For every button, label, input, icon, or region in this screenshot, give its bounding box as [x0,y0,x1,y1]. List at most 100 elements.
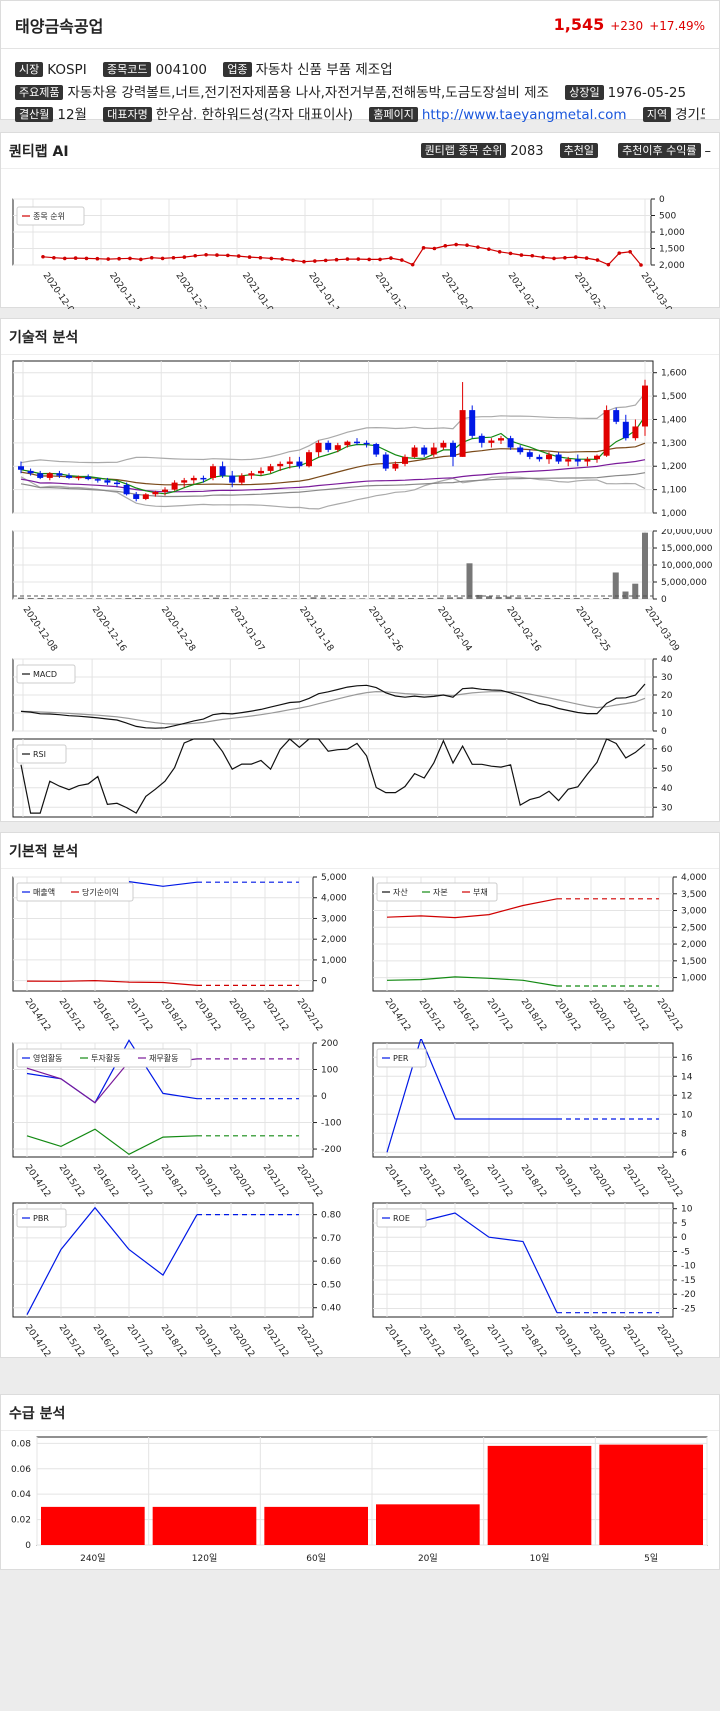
volume-bar [388,597,395,599]
supply-title: 수급 분석 [9,1405,66,1422]
candle-body [229,475,236,483]
volume-bar [408,597,414,599]
x-tick-label: 2021-03-09 [639,271,677,309]
y-tick-label: 1,100 [661,486,687,496]
y-tick-label: -100 [321,1119,342,1129]
volume-bar [495,596,502,599]
rank-point [193,253,198,258]
candle-body [469,410,476,436]
candle-body [459,410,466,457]
series-line [26,1206,198,1315]
candle-body [18,466,24,470]
volume-bar [57,598,63,599]
listed-value: 1976-05-25 [607,84,687,101]
asset-chart: 1,000 1,500 2,000 2,500 3,000 3,500 4,000 자산 자본 부… [372,873,707,1033]
candle-body [162,489,168,492]
rank-point [378,257,382,262]
x-tick-label: 2019/12 [193,997,223,1033]
x-tick-label: 20일 [418,1553,438,1564]
x-tick-label: 2020-12-16 [90,605,128,651]
legend-box [16,206,85,226]
candle-body [546,454,552,460]
x-tick-label: 2017/12 [485,1163,515,1199]
candle-body [238,475,245,483]
code-value: 004100 [155,62,208,78]
rank-point [171,255,176,260]
volume-bar [544,597,551,599]
x-tick-label: 2018/12 [159,997,189,1033]
rank-point [595,258,600,262]
y-tick-label: -5 [681,1247,690,1257]
fundamental-card: 기본적 분석 0 1,000 2,000 3,000 4,000 5,000 매출액 당기순이… [0,832,720,1359]
fiscal-badge: 결산월 [15,107,54,122]
x-tick-label: 2020/12 [227,1163,257,1199]
x-tick-label: 2021/12 [621,1163,651,1199]
y-tick-label: 15,000,000 [661,544,713,554]
volume-bar [27,597,34,599]
volume-bar [76,598,83,599]
rank-point [486,247,491,251]
legend-label: MACD [33,670,57,679]
rank-point [334,257,339,262]
volume-bar [144,598,151,599]
legend-label: 투자활동 [91,1053,120,1063]
series-line [420,1212,558,1313]
candle-body [75,476,82,479]
legend-label: 자산 [393,887,408,897]
y-tick-label: 0 [681,1233,687,1243]
volume-bar [300,597,307,599]
region-value: 경기도 [675,107,705,123]
rank-point [628,250,632,254]
candle-body [334,445,341,450]
rank-point [345,257,350,261]
candle-body [488,440,495,443]
candle-body [296,461,303,467]
homepage-link[interactable]: http://www.taeyangmetal.com [421,107,627,123]
candle-body [421,447,428,455]
volume-bar [515,597,522,599]
volume-bar [534,597,541,599]
volume-bar [378,597,385,599]
candle-body [517,447,524,453]
rank-line [42,243,642,266]
x-tick-label: 2020-12-16 [107,271,145,309]
legend-label: ROE [393,1214,410,1223]
legend-label: 종목 순위 [33,212,65,221]
rank-point [617,251,622,255]
series-line [26,1128,198,1156]
supply-header: 수급 분석 [1,1395,719,1431]
rank-point [139,257,143,262]
legend-label: 영업활동 [33,1053,62,1063]
y-tick-label: 14 [681,1072,693,1082]
volume-bar [583,598,590,599]
rank-point [410,262,415,267]
x-tick-label: 2014/12 [23,1163,53,1199]
x-tick-label: 2018/12 [159,1163,189,1199]
x-tick-label: 2016/12 [451,1163,481,1199]
per-chart: 6 8 10 12 14 16 PER 2014/12 2015/12 2016/12 2017/1… [372,1039,693,1199]
region-badge: 지역 [642,107,672,122]
technical-title: 기술적 분석 [9,329,79,346]
rank-point [247,255,252,259]
volume-bar [564,597,570,599]
x-tick-label: 2017/12 [485,1323,515,1359]
x-tick-label: 2021-01-26 [366,605,404,651]
candle-body [267,466,274,471]
supply-bar [599,1444,703,1545]
macd-signal-line [20,690,646,725]
x-tick-label: 2021-01-07 [228,605,266,651]
candle-body [286,461,293,464]
legend-box [16,1208,67,1228]
roe-chart: -25 -20 -15 -10 -5 0 5 10 ROE 2014/12 2015/12 2016/… [372,1202,696,1359]
legend-label: 재무활동 [149,1053,178,1063]
candle-body [632,426,639,439]
x-tick-label: 2016/12 [451,997,481,1033]
rank-point [443,244,448,248]
rank-point [117,256,121,261]
volume-bar [242,598,249,599]
candle-body [306,452,312,467]
x-tick-label: 2015/12 [417,1163,447,1199]
series-line [386,976,558,987]
x-tick-label: 2020-12-08 [41,271,79,309]
volume-bar [125,597,132,599]
